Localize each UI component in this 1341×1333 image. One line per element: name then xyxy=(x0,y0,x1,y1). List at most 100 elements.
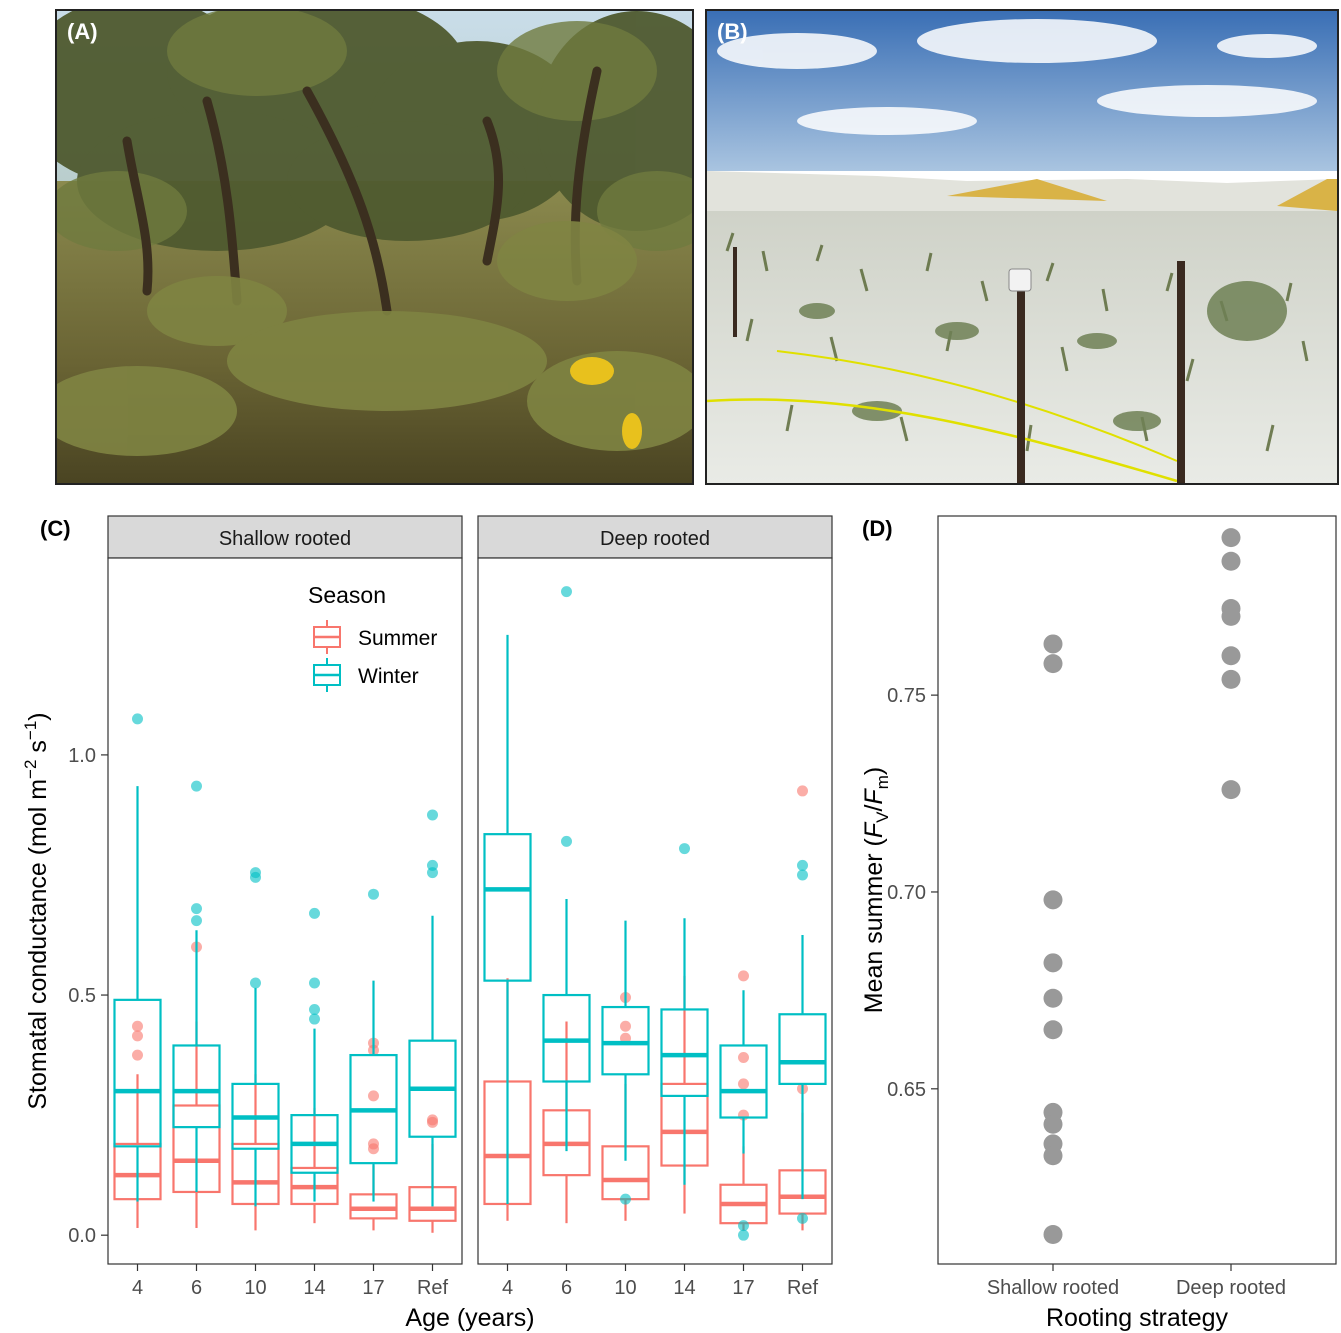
strip-deep xyxy=(477,515,833,559)
outlier-winter xyxy=(309,1013,320,1025)
chart-c-y-title: Stomatal conductance (mol m−2 s−1) xyxy=(21,712,52,1109)
outlier-winter xyxy=(797,869,808,881)
point-shallow xyxy=(1043,1020,1063,1040)
outlier-winter xyxy=(191,915,202,927)
strip-shallow-label: Shallow rooted xyxy=(219,528,351,550)
legend-winter-key xyxy=(313,658,341,692)
c-xtick-label: Ref xyxy=(787,1277,819,1299)
box-body-winter xyxy=(483,833,532,982)
box-winter-f0-14 xyxy=(290,907,339,1202)
c-xtick-label: 14 xyxy=(673,1277,695,1299)
box-body-winter xyxy=(172,1044,221,1129)
legend-summer-label: Summer xyxy=(358,627,437,650)
box-winter-f1-4 xyxy=(483,634,532,1204)
outlier-summer xyxy=(132,1020,143,1032)
outlier-winter xyxy=(561,586,572,598)
chart-d-axes: 0.65 0.70 0.75 Shallow rooted Deep rooted xyxy=(887,685,1286,1299)
point-shallow xyxy=(1043,1114,1063,1134)
outlier-summer xyxy=(797,785,808,797)
d-ylabel-f1: F xyxy=(860,821,888,838)
panel-label-c: (C) xyxy=(40,516,71,541)
outlier-summer xyxy=(368,1090,379,1102)
box-body-winter xyxy=(660,1008,709,1098)
outlier-winter xyxy=(427,809,438,821)
panel-d xyxy=(937,515,1337,1265)
d-ytick-label: 0.75 xyxy=(887,685,926,707)
c-xtick-label: 14 xyxy=(303,1277,325,1299)
point-shallow xyxy=(1043,654,1063,674)
outlier-summer xyxy=(738,1078,749,1090)
box-body-winter xyxy=(601,1005,650,1076)
d-ytick-label: 0.70 xyxy=(887,882,926,904)
box-body-winter xyxy=(778,1013,827,1085)
outlier-winter xyxy=(738,1229,749,1241)
c-xtick-label: 6 xyxy=(561,1277,572,1299)
outlier-winter xyxy=(368,888,379,900)
chart-c: (C) Shallow rooted Deep rooted 0.0 0.5 1.0… xyxy=(21,515,833,1332)
outlier-summer xyxy=(132,1030,143,1042)
point-deep xyxy=(1221,528,1241,548)
outlier-winter xyxy=(132,713,143,725)
point-deep xyxy=(1221,669,1241,689)
c-xtick-label: 6 xyxy=(191,1277,202,1299)
box-winter-f0-Ref xyxy=(408,809,457,1207)
d-ylabel-f2: F xyxy=(860,788,888,805)
chart-c-axes: 0.0 0.5 1.0 4 6 10 14 17 Ref 4 6 10 14 17 Ref xyxy=(68,745,818,1299)
outlier-winter xyxy=(561,835,572,847)
d-ylabel-sub2: m xyxy=(873,775,892,789)
chart-c-x-title: Age (years) xyxy=(405,1304,534,1332)
box-body-winter xyxy=(113,998,162,1148)
d-ylabel-part1: Mean summer ( xyxy=(860,837,888,1013)
legend-season: Season Summer Winter xyxy=(308,582,437,692)
box-winter-f0-6 xyxy=(172,780,221,1192)
outlier-summer xyxy=(620,1020,631,1032)
chart-d: (D) 0.65 0.70 0.75 Shallow rooted Deep roote… xyxy=(860,515,1337,1332)
d-ylabel-slash: / xyxy=(860,805,888,812)
photo-a-woodland: (A) xyxy=(55,9,694,485)
photo-b-minesite: (B) xyxy=(705,9,1339,485)
outlier-winter xyxy=(309,907,320,919)
box-summer-f0-14 xyxy=(290,1107,339,1224)
photo-a-label: (A) xyxy=(67,19,98,44)
outlier-winter xyxy=(191,903,202,915)
outlier-winter xyxy=(250,867,261,879)
chart-d-marks xyxy=(1043,528,1241,1244)
c-ylabel-part3: ) xyxy=(24,712,52,720)
panel-label-d: (D) xyxy=(862,516,893,541)
point-shallow xyxy=(1043,634,1063,654)
outlier-winter xyxy=(679,843,690,855)
woodland-illustration xyxy=(57,11,692,483)
c-xtick-label: 17 xyxy=(732,1277,754,1299)
d-ylabel-end: ) xyxy=(860,767,888,775)
box-winter-f1-14 xyxy=(660,843,709,1185)
outlier-summer xyxy=(738,1051,749,1063)
outlier-winter xyxy=(620,1193,631,1205)
outlier-summer xyxy=(368,1138,379,1150)
point-shallow xyxy=(1043,988,1063,1008)
c-xtick-label: 17 xyxy=(362,1277,384,1299)
c-xtick-label: 10 xyxy=(244,1277,266,1299)
box-winter-f0-17 xyxy=(349,888,398,1202)
outlier-summer xyxy=(132,1049,143,1061)
point-deep xyxy=(1221,780,1241,800)
c-xtick-label: Ref xyxy=(417,1277,449,1299)
outlier-winter xyxy=(738,1220,749,1232)
outlier-summer xyxy=(738,970,749,982)
photo-b-label: (B) xyxy=(717,19,748,44)
box-body-winter xyxy=(542,993,591,1083)
point-deep xyxy=(1221,646,1241,666)
outlier-winter xyxy=(797,1212,808,1224)
c-ytick-label: 1.0 xyxy=(68,745,96,767)
box-winter-f1-6 xyxy=(542,586,591,1152)
outlier-winter xyxy=(427,859,438,871)
box-winter-f1-10 xyxy=(601,920,650,1205)
d-xtick-label: Shallow rooted xyxy=(987,1277,1119,1299)
box-body-winter xyxy=(719,1044,768,1119)
outlier-winter xyxy=(309,977,320,989)
point-deep xyxy=(1221,551,1241,571)
box-winter-f1-17 xyxy=(719,990,768,1241)
panel-deep xyxy=(477,557,833,1265)
c-xtick-label: 10 xyxy=(614,1277,636,1299)
legend-summer-key xyxy=(313,620,341,654)
